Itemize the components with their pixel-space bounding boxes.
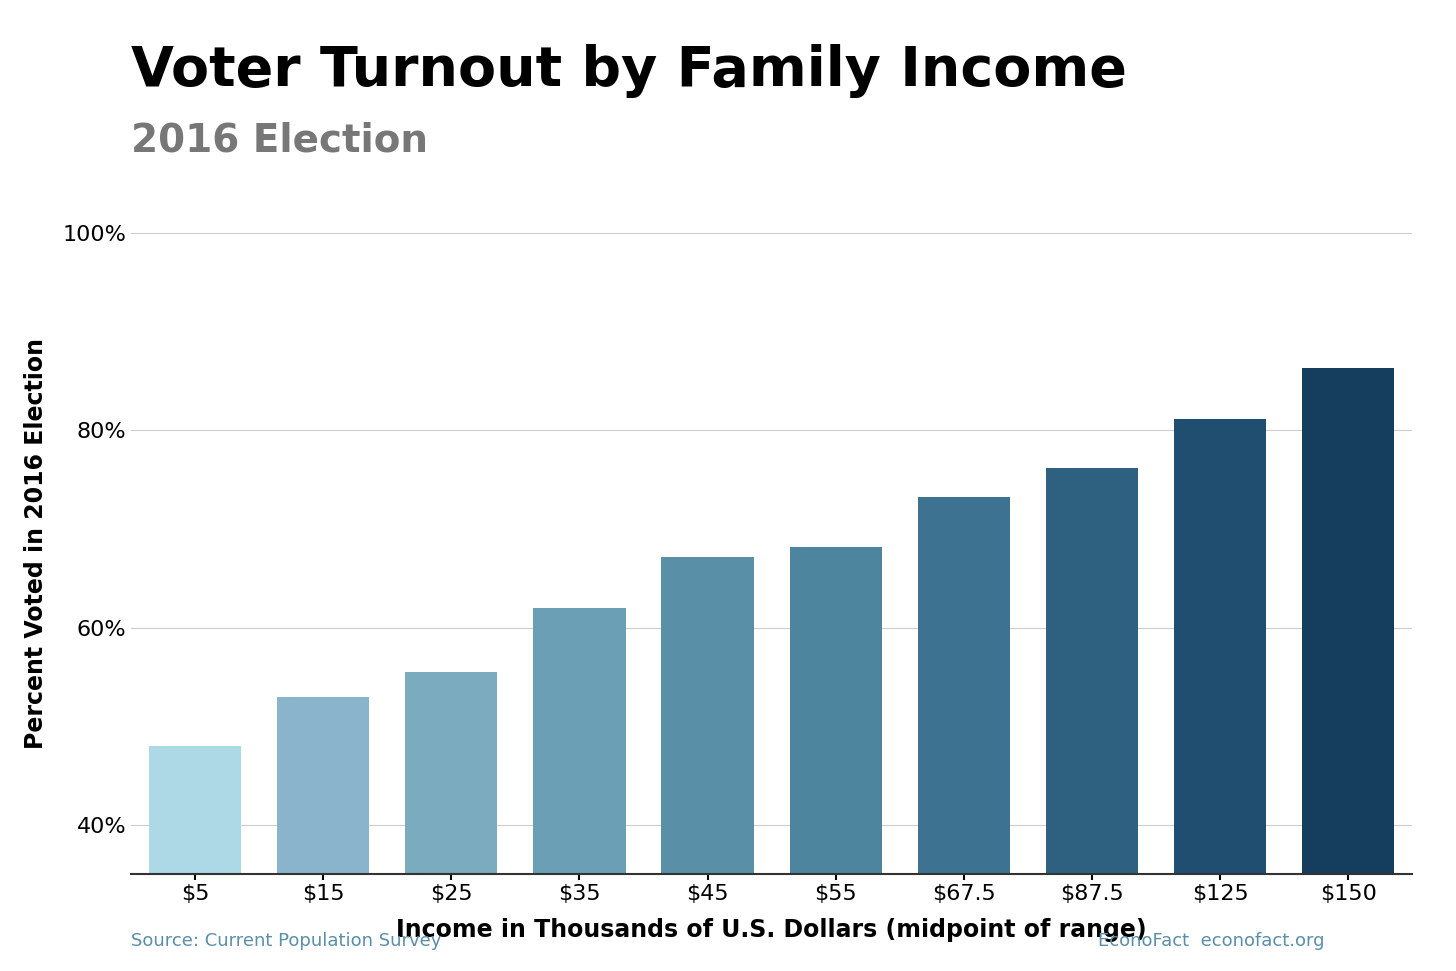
Bar (149, 746, 242, 971)
Bar (533, 608, 626, 971)
Text: Source: Current Population Survey: Source: Current Population Survey (131, 931, 441, 950)
Bar (405, 672, 498, 971)
Bar (277, 696, 370, 971)
Text: Voter Turnout by Family Income: Voter Turnout by Family Income (131, 44, 1127, 98)
Text: EconoFact  econofact.org: EconoFact econofact.org (1098, 931, 1325, 950)
X-axis label: Income in Thousands of U.S. Dollars (midpoint of range): Income in Thousands of U.S. Dollars (mid… (396, 919, 1147, 942)
Bar (789, 547, 882, 971)
Bar (1045, 468, 1139, 971)
Y-axis label: Percent Voted in 2016 Election: Percent Voted in 2016 Election (25, 338, 48, 750)
Bar (661, 556, 754, 971)
Text: 2016 Election: 2016 Election (131, 121, 428, 159)
Bar (917, 497, 1010, 971)
Bar (1174, 419, 1267, 971)
Bar (1302, 368, 1395, 971)
